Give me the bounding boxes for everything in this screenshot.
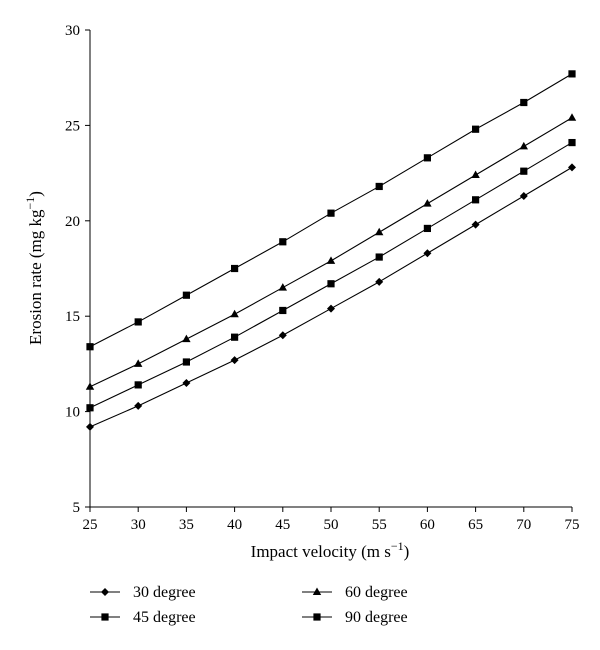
data-point xyxy=(568,70,576,78)
data-point xyxy=(327,280,335,288)
x-tick-label: 45 xyxy=(275,517,290,533)
series-60-degree xyxy=(85,113,577,390)
data-point xyxy=(471,170,480,179)
data-point xyxy=(134,401,143,410)
x-tick-label: 70 xyxy=(516,517,531,533)
legend-label: 60 degree xyxy=(345,584,408,601)
x-tick-label: 65 xyxy=(468,517,483,533)
data-point xyxy=(520,98,528,107)
y-tick-label: 15 xyxy=(65,309,80,325)
data-point xyxy=(279,306,287,315)
data-point xyxy=(519,141,528,150)
data-point xyxy=(327,304,335,313)
data-point xyxy=(182,291,190,299)
legend-marker xyxy=(313,613,321,621)
series-90-degree xyxy=(86,70,576,351)
data-point xyxy=(278,331,287,340)
data-point xyxy=(182,358,190,366)
plot-area: 5 10 15 20 25 30 25 30 35 40 45 50 55 60 65 70 75 xyxy=(65,23,580,533)
data-point xyxy=(230,356,239,365)
data-point xyxy=(134,359,143,367)
x-tick-label: 40 xyxy=(227,517,242,533)
legend-item-30-degree: 30 degree xyxy=(90,584,196,601)
legend-label: 90 degree xyxy=(345,609,408,626)
data-point xyxy=(85,382,95,390)
x-tick-label: 35 xyxy=(179,517,194,533)
x-tick-label: 50 xyxy=(324,517,339,533)
data-point xyxy=(278,283,287,291)
series-line-45-degree xyxy=(89,142,573,409)
data-point xyxy=(375,227,384,236)
data-point xyxy=(182,334,191,343)
data-point xyxy=(471,220,480,229)
data-point xyxy=(519,191,528,200)
x-tick-label: 30 xyxy=(131,517,146,533)
legend-item-90-degree: 90 degree xyxy=(302,609,408,626)
y-tick-label: 5 xyxy=(73,500,81,516)
data-point xyxy=(86,404,94,412)
y-tick-label: 30 xyxy=(65,23,80,39)
data-point xyxy=(86,422,94,431)
series-line-60-degree xyxy=(89,117,573,388)
data-point xyxy=(375,182,383,191)
data-point xyxy=(86,343,94,351)
data-point xyxy=(423,199,432,207)
data-point xyxy=(568,138,576,147)
data-point xyxy=(423,224,431,233)
data-point xyxy=(520,167,528,175)
data-point xyxy=(375,253,383,261)
data-point xyxy=(134,381,142,389)
series-30-degree xyxy=(86,163,576,431)
legend-marker xyxy=(101,588,109,596)
data-point xyxy=(472,196,480,204)
y-tick-label: 25 xyxy=(65,118,80,134)
legend-label: 30 degree xyxy=(133,584,196,601)
x-tick-label: 75 xyxy=(565,517,580,533)
y-tick-label: 20 xyxy=(65,214,80,230)
data-point xyxy=(568,163,576,172)
data-point xyxy=(230,309,239,318)
data-point xyxy=(279,238,287,246)
data-point xyxy=(231,264,239,273)
legend-marker xyxy=(101,613,109,621)
x-tick-label: 25 xyxy=(83,517,98,533)
series-45-degree xyxy=(86,138,576,412)
legend-item-60-degree: 60 degree xyxy=(302,584,408,601)
data-point xyxy=(423,249,432,258)
legend: 30 degree 45 degree 60 degree 90 degree xyxy=(90,584,408,626)
legend-label: 45 degree xyxy=(133,609,196,626)
data-point xyxy=(326,256,336,264)
x-tick-label: 55 xyxy=(372,517,387,533)
data-point xyxy=(182,378,191,387)
x-axis-title: Impact velocity (m s−1) xyxy=(251,539,410,561)
y-tick-label: 10 xyxy=(65,405,80,421)
data-point xyxy=(231,333,239,341)
data-point xyxy=(423,154,431,162)
data-point xyxy=(327,209,335,217)
data-point xyxy=(134,318,142,326)
data-point xyxy=(567,113,577,121)
data-point xyxy=(375,277,384,286)
x-tick-label: 60 xyxy=(420,517,435,533)
data-point xyxy=(472,125,480,133)
legend-marker xyxy=(312,587,322,595)
y-axis-title: Erosion rate (mg kg−1) xyxy=(23,191,45,345)
legend-item-45-degree: 45 degree xyxy=(90,609,196,626)
series-line-30-degree xyxy=(89,166,573,428)
